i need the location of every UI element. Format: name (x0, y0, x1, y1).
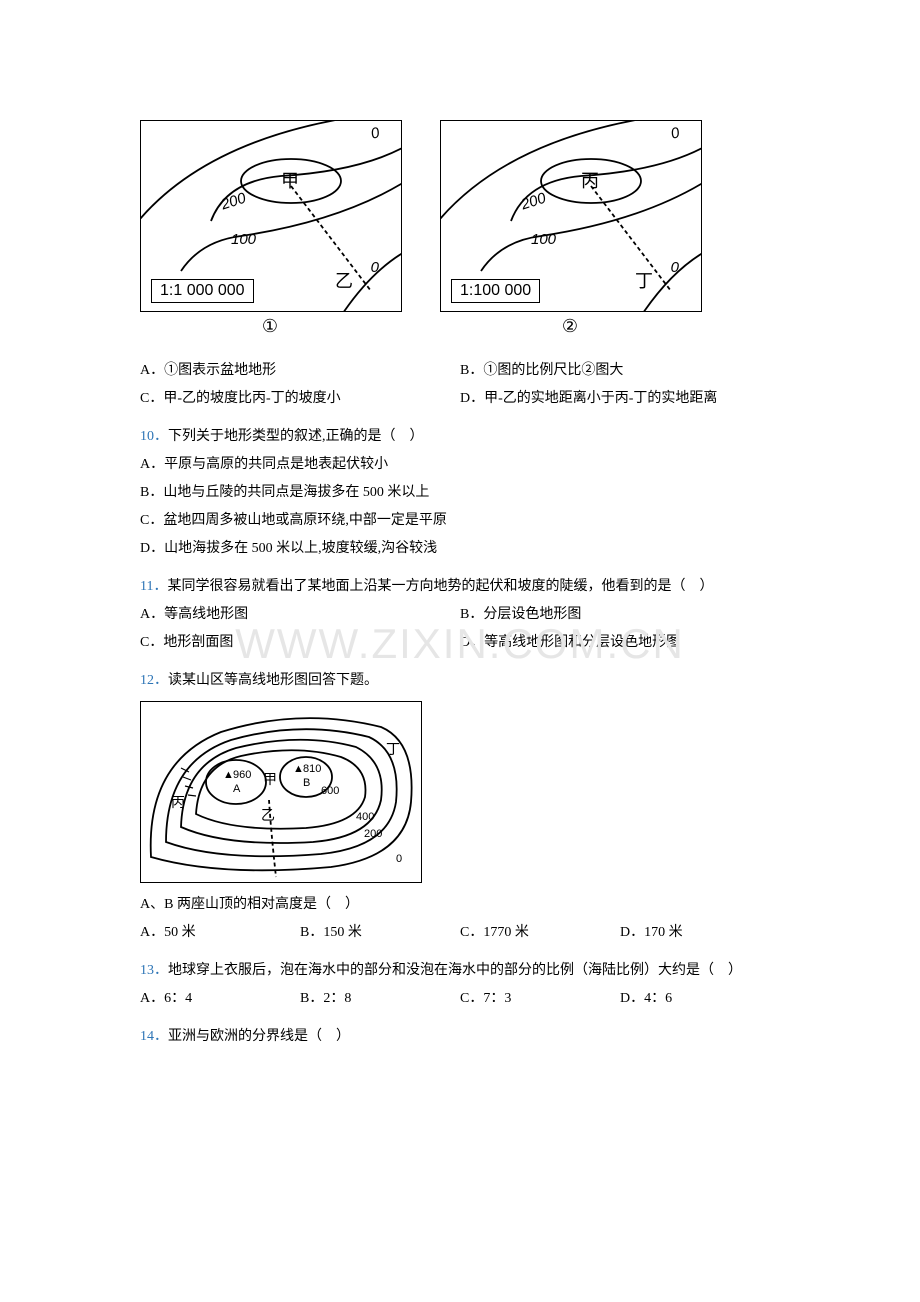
name-bing: 丙 (171, 796, 185, 811)
label-corner-0-r: 0 (671, 259, 679, 276)
q11-options: A．等高线地形图 B．分层设色地形图 C．地形剖面图 D．等高线地形图和分层设色… (140, 601, 780, 657)
peakB-elev: 810 (303, 763, 321, 775)
q12-num: 12． (140, 673, 168, 688)
q13-opt-c: C．7：3 (460, 985, 620, 1013)
peakB-label: B (303, 777, 310, 789)
caption-left: ① (140, 316, 400, 337)
diagrams-row: 0 200 100 0 甲 乙 1:1 000 000 ① (140, 120, 780, 337)
q12-options: A．50 米 B．150 米 C．1770 米 D．170 米 (140, 919, 780, 947)
q9-options-block: A．①图表示盆地地形 B．①图的比例尺比②图大 C．甲-乙的坡度比丙-丁的坡度小… (140, 357, 780, 413)
contour-200 (211, 146, 401, 221)
label-100: 100 (231, 231, 256, 248)
contour-100-r (481, 181, 701, 271)
c400 (181, 740, 382, 843)
q12-opt-c: C．1770 米 (460, 919, 620, 947)
page: WWW.ZIXIN.COM.CN 0 (0, 0, 920, 1302)
lab0: 0 (396, 853, 402, 865)
q11: 11．某同学很容易就看出了某地面上沿某一方向地势的起伏和坡度的陡缓，他看到的是（… (140, 573, 780, 657)
cliff (181, 768, 196, 796)
contour-100 (181, 181, 401, 271)
label-corner-r: 丁 (635, 267, 653, 293)
q11-opt-d: D．等高线地形图和分层设色地形图 (460, 629, 780, 657)
q12: 12．读某山区等高线地形图回答下题。 ▲ (140, 667, 780, 947)
q9-opt-c: C．甲-乙的坡度比丙-丁的坡度小 (140, 385, 460, 413)
label-center-r: 丙 (581, 167, 599, 193)
q10-options: A．平原与高原的共同点是地表起伏较小 B．山地与丘陵的共同点是海拔多在 500 … (140, 451, 780, 563)
diagram-left: 0 200 100 0 甲 乙 1:1 000 000 ① (140, 120, 400, 337)
q10-stem-text: 下列关于地形类型的叙述,正确的是（ ） (168, 429, 424, 444)
label-100-r: 100 (531, 231, 556, 248)
scale-left: 1:1 000 000 (151, 279, 254, 303)
q12-map-svg: ▲ 960 A ▲ 810 B 600 甲 乙 丙 丁 400 200 0 (141, 702, 421, 882)
contour-outer-r (441, 121, 701, 261)
q12-opt-b: B．150 米 (300, 919, 460, 947)
q13: 13．地球穿上衣服后，泡在海水中的部分和没泡在海水中的部分的比例（海陆比例）大约… (140, 957, 780, 1013)
q13-num: 13． (140, 963, 168, 978)
c600-label: 600 (321, 785, 339, 797)
name-jia: 甲 (263, 773, 277, 788)
q12-subq: A、B 两座山顶的相对高度是（ ） (140, 891, 780, 919)
q14: 14．亚洲与欧洲的分界线是（ ） (140, 1023, 780, 1051)
q10-stem: 10．下列关于地形类型的叙述,正确的是（ ） (140, 423, 780, 451)
q12-map: ▲ 960 A ▲ 810 B 600 甲 乙 丙 丁 400 200 0 (140, 701, 422, 883)
q10-opt-c: C．盆地四周多被山地或高原环绕,中部一定是平原 (140, 507, 780, 535)
contour-outer (141, 121, 401, 261)
q10-opt-b: B．山地与丘陵的共同点是海拔多在 500 米以上 (140, 479, 780, 507)
label-corner-0: 0 (371, 259, 379, 276)
q9-opt-a: A．①图表示盆地地形 (140, 357, 460, 385)
q12-opt-d: D．170 米 (620, 919, 780, 947)
q12-stem: 12．读某山区等高线地形图回答下题。 (140, 667, 780, 695)
cA (206, 760, 266, 804)
peakA-label: A (233, 783, 241, 795)
scale-right: 1:100 000 (451, 279, 540, 303)
label-corner: 乙 (335, 267, 353, 293)
q13-opt-b: B．2：8 (300, 985, 460, 1013)
q11-opt-a: A．等高线地形图 (140, 601, 460, 629)
name-ding: 丁 (386, 743, 400, 758)
q12-stem-text: 读某山区等高线地形图回答下题。 (168, 673, 378, 688)
q14-stem-text: 亚洲与欧洲的分界线是（ ） (168, 1029, 350, 1044)
peakA-elev: 960 (233, 769, 251, 781)
q14-num: 14． (140, 1029, 168, 1044)
q9-opt-b: B．①图的比例尺比②图大 (460, 357, 780, 385)
label-center: 甲 (281, 167, 299, 193)
lab200: 200 (364, 828, 382, 840)
q11-stem-text: 某同学很容易就看出了某地面上沿某一方向地势的起伏和坡度的陡缓，他看到的是（ ） (167, 579, 713, 594)
diagram-left-box: 0 200 100 0 甲 乙 1:1 000 000 (140, 120, 402, 312)
diagram-right: 0 200 100 0 丙 丁 1:100 000 ② (440, 120, 700, 337)
q13-opt-a: A．6：4 (140, 985, 300, 1013)
caption-right: ② (440, 316, 700, 337)
q10: 10．下列关于地形类型的叙述,正确的是（ ） A．平原与高原的共同点是地表起伏较… (140, 423, 780, 563)
q11-opt-b: B．分层设色地形图 (460, 601, 780, 629)
q13-opt-d: D．4：6 (620, 985, 780, 1013)
q11-num: 11． (140, 579, 167, 594)
contour-200-r (511, 146, 701, 221)
q13-stem: 13．地球穿上衣服后，泡在海水中的部分和没泡在海水中的部分的比例（海陆比例）大约… (140, 957, 780, 985)
q10-opt-a: A．平原与高原的共同点是地表起伏较小 (140, 451, 780, 479)
lab400: 400 (356, 811, 374, 823)
q12-opt-a: A．50 米 (140, 919, 300, 947)
q14-stem: 14．亚洲与欧洲的分界线是（ ） (140, 1023, 780, 1051)
name-yi: 乙 (261, 808, 275, 824)
q9-opt-d: D．甲-乙的实地距离小于丙-丁的实地距离 (460, 385, 780, 413)
q9-options: A．①图表示盆地地形 B．①图的比例尺比②图大 C．甲-乙的坡度比丙-丁的坡度小… (140, 357, 780, 413)
q10-opt-d: D．山地海拔多在 500 米以上,坡度较缓,沟谷较浅 (140, 535, 780, 563)
q11-stem: 11．某同学很容易就看出了某地面上沿某一方向地势的起伏和坡度的陡缓，他看到的是（… (140, 573, 780, 601)
q13-options: A．6：4 B．2：8 C．7：3 D．4：6 (140, 985, 780, 1013)
q13-stem-text: 地球穿上衣服后，泡在海水中的部分和没泡在海水中的部分的比例（海陆比例）大约是（ … (168, 963, 742, 978)
q10-num: 10． (140, 429, 168, 444)
q11-opt-c: C．地形剖面图 (140, 629, 460, 657)
diagram-right-box: 0 200 100 0 丙 丁 1:100 000 (440, 120, 702, 312)
